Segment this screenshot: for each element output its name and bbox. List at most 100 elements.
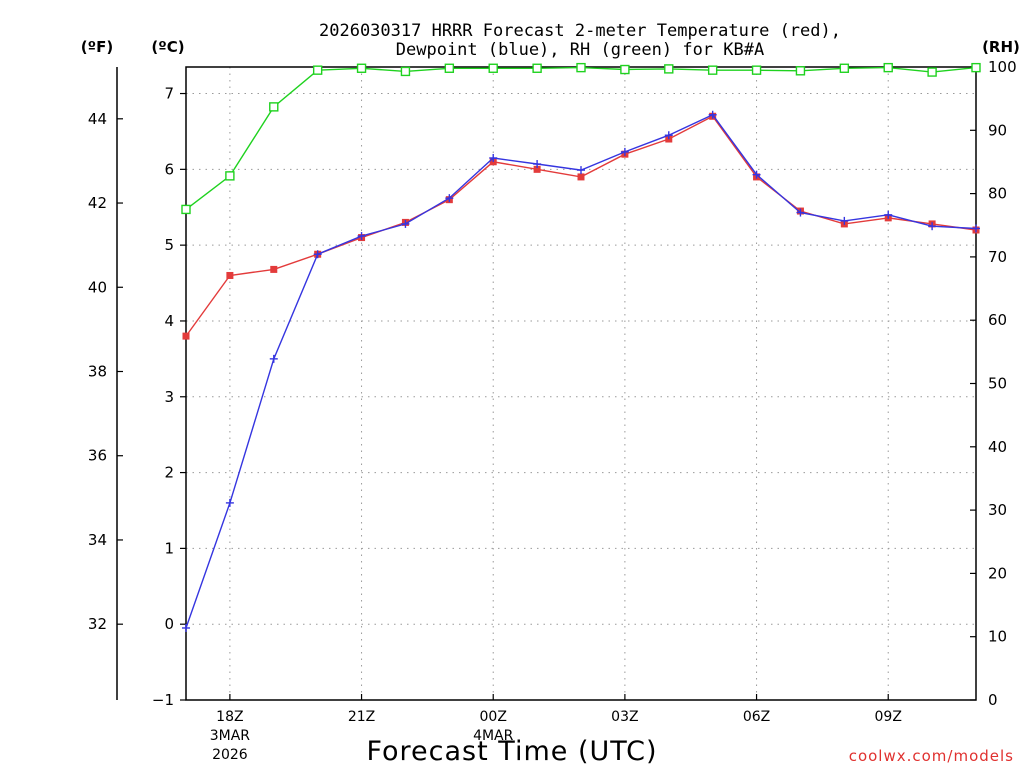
rh-point (532, 63, 542, 73)
rh-point (181, 204, 191, 215)
celsius-tick-label: 6 (164, 160, 174, 178)
celsius-tick-label: 5 (164, 236, 174, 254)
celsius-tick-label: 7 (164, 85, 174, 103)
rh-tick-label: 100 (988, 58, 1017, 76)
grid (186, 67, 976, 700)
rh-point (664, 64, 674, 74)
rh-tick-label: 80 (988, 185, 1007, 203)
rh-tick-label: 40 (988, 438, 1007, 456)
time-tick-label: 00Z (480, 709, 507, 725)
rh-point (971, 62, 981, 73)
credit-label: coolwx.com/models (849, 747, 1014, 765)
dewpoint-point (972, 224, 980, 233)
dewpoint-point (664, 131, 673, 140)
rh-point (707, 65, 718, 75)
rh-point (312, 65, 323, 75)
plot-frame (185, 66, 977, 701)
celsius-axis: −1 0 1 2 3 4 5 6 7 (152, 85, 186, 709)
fahrenheit-tick-label: 38 (88, 362, 107, 380)
dewpoint-point (840, 216, 849, 225)
time-tick-label: 21Z (348, 709, 375, 725)
dewpoint-series (182, 110, 980, 632)
time-tick-year-label: 2026 (212, 747, 248, 763)
dewpoint-point (225, 498, 234, 507)
rh-axis: 0 10 20 30 40 50 60 70 80 90 100 (970, 58, 1017, 709)
dewpoint-point (620, 147, 629, 156)
dewpoint-point (577, 166, 585, 175)
rh-tick-label: 70 (988, 248, 1007, 266)
rh-tick-label: 50 (988, 375, 1007, 393)
dewpoint-point (752, 170, 761, 179)
time-tick-label: 18Z (216, 709, 243, 725)
series (181, 62, 981, 632)
dewpoint-point (884, 210, 893, 219)
dewpoint-point (796, 208, 805, 217)
temperature-point (226, 271, 234, 279)
dewpoint-point (313, 250, 322, 259)
dewpoint-point (182, 623, 190, 632)
rh-tick-label: 90 (988, 121, 1007, 139)
temperature-point (182, 332, 190, 340)
x-axis-label: Forecast Time (UTC) (366, 736, 657, 767)
dewpoint-point (357, 232, 366, 241)
time-tick-date-label: 4MAR (473, 728, 514, 744)
rh-point (400, 66, 411, 77)
fahrenheit-tick-label: 34 (88, 531, 107, 549)
fahrenheit-tick-label: 40 (88, 278, 107, 296)
time-tick-label: 06Z (743, 709, 770, 725)
rh-tick-label: 30 (988, 501, 1007, 519)
chart-title-line2: Dewpoint (blue), RH (green) for KB#A (396, 40, 764, 60)
celsius-tick-label: 3 (164, 388, 174, 406)
rh-point (795, 66, 806, 76)
temperature-point (577, 173, 585, 181)
temperature-series (182, 112, 980, 340)
chart-title-line1: 2026030317 HRRR Forecast 2-meter Tempera… (319, 21, 841, 41)
fahrenheit-tick-label: 44 (88, 110, 107, 128)
celsius-tick-label: 1 (164, 539, 174, 557)
fahrenheit-axis: 32 34 36 38 40 42 44 (88, 110, 123, 633)
dewpoint-point (445, 194, 454, 203)
rh-point (225, 171, 235, 181)
temperature-point (533, 165, 541, 173)
dewpoint-point (401, 219, 410, 228)
rh-point (444, 63, 455, 73)
fahrenheit-tick-label: 32 (88, 615, 107, 633)
celsius-tick-label: 0 (164, 615, 174, 633)
dewpoint-point (928, 222, 937, 231)
time-tick-label: 09Z (875, 709, 902, 725)
dewpoint-point (269, 354, 278, 363)
fahrenheit-unit-label: (ºF) (81, 38, 113, 56)
rh-series (181, 62, 981, 215)
time-tick-label: 03Z (611, 709, 638, 725)
rh-tick-label: 0 (988, 691, 998, 709)
rh-tick-label: 10 (988, 628, 1007, 646)
celsius-unit-label: (ºC) (151, 38, 184, 56)
time-tick-date-label: 3MAR (210, 728, 251, 744)
rh-point (576, 62, 586, 73)
rh-point (839, 63, 850, 73)
rh-point (751, 65, 762, 75)
dewpoint-line (185, 113, 977, 629)
rh-unit-label: (RH) (982, 38, 1020, 56)
temperature-point (270, 265, 278, 273)
celsius-tick-label: 4 (164, 312, 174, 330)
rh-tick-label: 60 (988, 311, 1007, 329)
dewpoint-point (489, 153, 498, 162)
rh-point (488, 63, 498, 73)
dewpoint-point (533, 160, 542, 169)
rh-point (927, 67, 937, 77)
axes (116, 66, 977, 701)
rh-line (185, 66, 977, 210)
celsius-tick-label: −1 (152, 691, 174, 709)
rh-point (269, 102, 279, 112)
rh-tick-label: 20 (988, 564, 1007, 582)
dewpoint-point (708, 110, 717, 119)
rh-point (620, 64, 630, 75)
rh-point (356, 63, 367, 73)
fahrenheit-tick-label: 42 (88, 194, 107, 212)
temperature-line (185, 115, 977, 337)
time-axis: 18Z 3MAR 2026 21Z 00Z 4MAR 03Z 06Z 09Z (210, 694, 902, 763)
celsius-tick-label: 2 (164, 464, 174, 482)
rh-point (883, 62, 893, 73)
